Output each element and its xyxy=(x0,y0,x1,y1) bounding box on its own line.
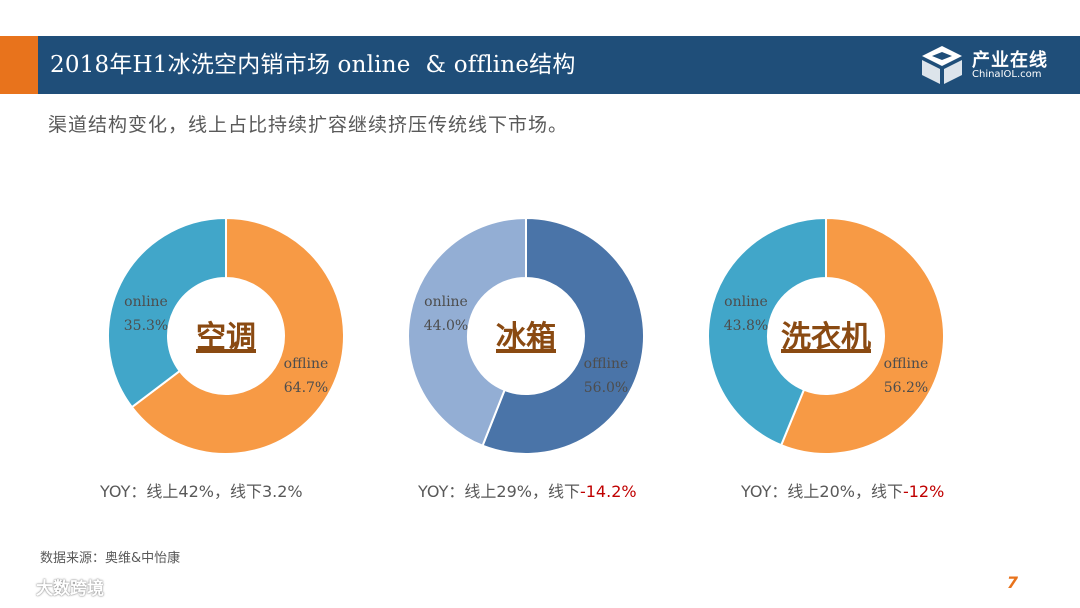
page-title: 2018年H1冰洗空内销市场 online & offline结构 xyxy=(50,52,576,78)
logo-text-en: ChinaIOL.com xyxy=(972,69,1042,80)
yoy-prefix: YOY：线上42%，线下 xyxy=(100,482,262,501)
slice-label-online: online xyxy=(124,294,168,310)
yoy-offline-value: -12% xyxy=(902,482,945,501)
yoy-offline-value: 3.2% xyxy=(261,482,303,501)
slice-value-online: 43.8% xyxy=(724,318,768,334)
donut-slice-offline xyxy=(779,216,945,455)
slice-label-online: online xyxy=(724,294,768,310)
donut-slice-offline xyxy=(481,216,645,455)
donut-slice-online xyxy=(707,216,827,447)
watermark-logo-icon xyxy=(8,581,34,597)
logo-icon xyxy=(922,46,962,84)
watermark-text: 大数跨境 xyxy=(36,579,104,599)
header-bar xyxy=(0,36,1080,94)
slice-label-online: online xyxy=(424,294,468,310)
slice-label-offline: offline xyxy=(584,356,629,372)
header-accent xyxy=(0,36,38,94)
slice-value-online: 44.0% xyxy=(424,318,468,334)
donut-slice-online xyxy=(406,216,527,448)
subtitle: 渠道结构变化，线上占比持续扩容继续挤压传统线下市场。 xyxy=(48,114,569,136)
logo-text-cn: 产业在线 xyxy=(972,50,1048,71)
data-source: 数据来源：奥维&中怡康 xyxy=(40,551,181,566)
slice-label-offline: offline xyxy=(884,356,929,372)
yoy-text-fridge: YOY：线上29%，线下-14.2% xyxy=(418,478,637,502)
donut-slice-online xyxy=(107,216,227,409)
slice-value-online: 35.3% xyxy=(124,318,168,334)
slice-value-offline: 56.2% xyxy=(884,380,928,396)
page-number: 7 xyxy=(1006,573,1018,592)
center-label: 空调 xyxy=(196,320,256,355)
donut-slice-offline xyxy=(130,216,345,455)
watermark: 大数跨境 xyxy=(8,574,104,599)
center-label: 洗衣机 xyxy=(781,320,871,355)
yoy-prefix: YOY：线上29%，线下 xyxy=(418,482,580,501)
yoy-text-washer: YOY：线上20%，线下-12% xyxy=(741,478,944,502)
yoy-text-ac: YOY：线上42%，线下3.2% xyxy=(100,478,303,502)
slice-value-offline: 64.7% xyxy=(284,380,328,396)
yoy-offline-value: -14.2% xyxy=(579,482,637,501)
center-label: 冰箱 xyxy=(496,320,556,355)
slice-label-offline: offline xyxy=(284,356,329,372)
yoy-prefix: YOY：线上20%，线下 xyxy=(741,482,903,501)
logo: 产业在线 ChinaIOL.com xyxy=(918,44,1066,86)
slice-value-offline: 56.0% xyxy=(584,380,628,396)
